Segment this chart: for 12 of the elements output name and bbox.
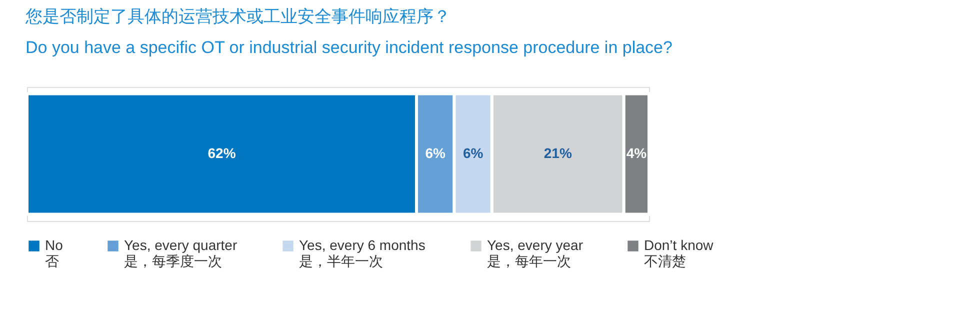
- legend-label: No 否: [45, 237, 64, 269]
- legend-label: Yes, every quarter 是，每季度一次: [124, 237, 238, 269]
- data-label: 6%: [462, 145, 484, 161]
- legend-label: Don’t know 不清楚: [644, 237, 714, 269]
- legend-label: Yes, every 6 months 是，半年一次: [299, 237, 426, 269]
- chart-title: 您是否制定了具体的运营技术或工业安全事件响应程序？: [24, 7, 450, 26]
- data-label: 21%: [544, 145, 572, 161]
- data-label: 6%: [425, 145, 446, 161]
- data-label: 4%: [626, 145, 648, 161]
- chart-subtitle: Do you have a specific OT or industrial security incident response procedure in place?: [26, 38, 672, 57]
- data-label: 62%: [208, 145, 236, 161]
- legend-label: Yes, every year 是，每年一次: [487, 237, 584, 269]
